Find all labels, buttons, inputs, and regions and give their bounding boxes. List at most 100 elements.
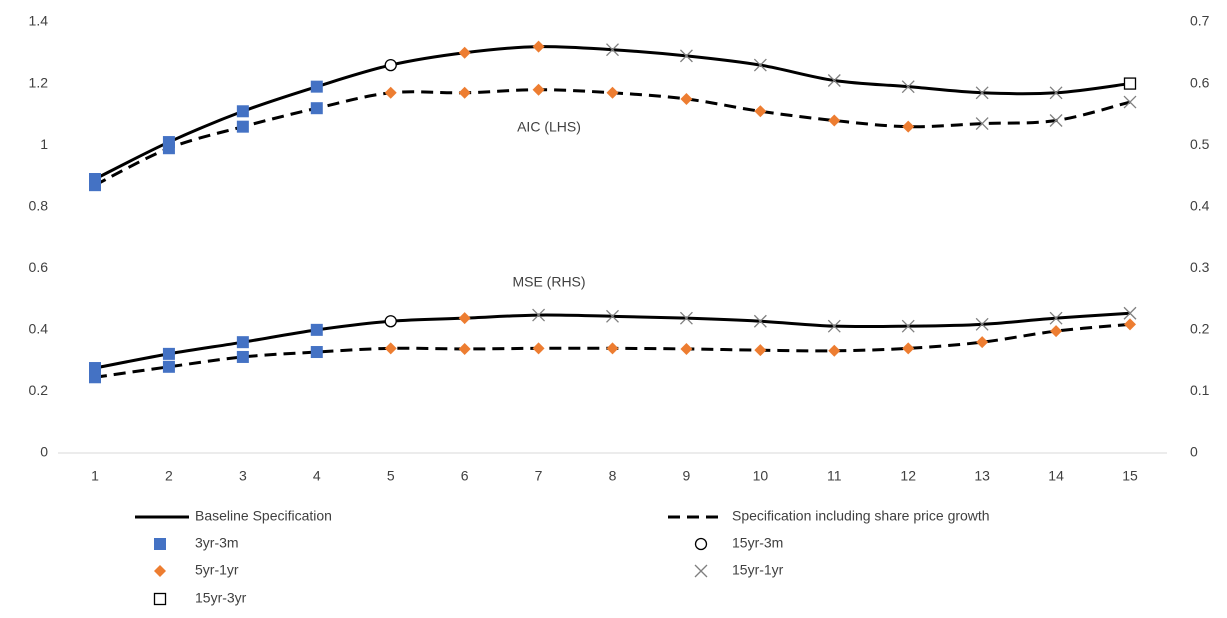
marker xyxy=(754,105,767,118)
marker xyxy=(384,342,397,355)
x-tick-label: 11 xyxy=(827,468,842,484)
annotation: MSE (RHS) xyxy=(512,274,585,290)
x-tick-label: 14 xyxy=(1048,468,1064,484)
marker xyxy=(902,342,915,355)
marker xyxy=(606,309,619,323)
marker xyxy=(753,314,767,328)
marker xyxy=(89,362,101,375)
marker xyxy=(606,43,619,57)
y2-tick-label: 0.4 xyxy=(1190,197,1210,213)
marker xyxy=(458,342,471,355)
x-tick-label: 6 xyxy=(461,468,469,484)
legend-label: 15yr-3yr xyxy=(195,590,247,606)
marker xyxy=(753,58,767,72)
legend-swatch xyxy=(153,592,167,606)
x-tick-label: 4 xyxy=(313,468,321,484)
y2-tick-label: 0.7 xyxy=(1190,13,1210,29)
x-tick-label: 7 xyxy=(535,468,543,484)
marker xyxy=(1049,311,1063,325)
legend-item: Specification including share price grow… xyxy=(668,508,990,524)
marker xyxy=(89,371,101,384)
marker xyxy=(901,80,915,94)
y-tick-label: 0.8 xyxy=(29,197,49,213)
y2-tick-label: 0.2 xyxy=(1190,321,1210,337)
legend-label: 3yr-3m xyxy=(195,535,239,551)
marker xyxy=(236,120,249,133)
marker xyxy=(89,179,101,192)
y2-tick-label: 0.6 xyxy=(1190,74,1210,90)
marker xyxy=(1123,95,1137,109)
marker xyxy=(532,308,546,322)
marker xyxy=(384,86,397,99)
marker xyxy=(532,40,545,53)
series-line xyxy=(94,88,1131,187)
marker xyxy=(162,142,175,155)
marker xyxy=(901,319,915,333)
legend-item: 5yr-1yr xyxy=(154,562,239,578)
marker xyxy=(679,311,693,325)
marker xyxy=(754,344,767,357)
y-tick-label: 1.2 xyxy=(29,74,49,90)
x-tick-label: 2 xyxy=(165,468,173,484)
marker xyxy=(1123,306,1137,320)
legend-label: 15yr-1yr xyxy=(732,562,784,578)
marker xyxy=(679,49,693,63)
marker xyxy=(310,80,323,93)
marker xyxy=(162,360,175,373)
marker xyxy=(310,346,323,359)
x-tick-label: 10 xyxy=(753,468,769,484)
marker xyxy=(458,312,471,325)
x-tick-label: 12 xyxy=(900,468,916,484)
marker xyxy=(1123,77,1137,90)
marker xyxy=(236,105,249,118)
legend-label: 5yr-1yr xyxy=(195,562,239,578)
legend-swatch xyxy=(154,565,166,577)
annotation: AIC (LHS) xyxy=(517,119,581,135)
y2-tick-label: 0.1 xyxy=(1190,382,1210,398)
marker xyxy=(1049,86,1063,100)
y-tick-label: 0 xyxy=(40,444,48,460)
marker xyxy=(827,319,841,333)
y2-tick-label: 0.5 xyxy=(1190,136,1210,152)
y-tick-label: 0.4 xyxy=(29,321,49,337)
marker xyxy=(162,347,175,360)
marker xyxy=(1050,325,1063,338)
legend-swatch xyxy=(694,564,708,578)
marker xyxy=(975,117,989,131)
series-line xyxy=(94,311,1131,370)
marker xyxy=(606,342,619,355)
marker xyxy=(1049,114,1063,127)
marker xyxy=(827,74,841,87)
x-tick-label: 13 xyxy=(974,468,990,484)
x-tick-label: 3 xyxy=(239,468,247,484)
marker xyxy=(458,86,471,99)
x-tick-label: 15 xyxy=(1122,468,1138,484)
y-tick-label: 0.6 xyxy=(29,259,49,275)
marker xyxy=(975,86,989,100)
marker xyxy=(384,58,397,72)
legend-label: Specification including share price grow… xyxy=(732,508,990,524)
legend-label: Baseline Specification xyxy=(195,508,332,524)
marker xyxy=(828,344,841,357)
marker xyxy=(532,342,545,355)
marker xyxy=(976,336,989,349)
marker xyxy=(1124,318,1136,331)
legend-item: 3yr-3m xyxy=(154,535,239,551)
legend-item: Baseline Specification xyxy=(135,508,332,524)
legend-swatch xyxy=(154,538,166,550)
y-tick-label: 1.4 xyxy=(29,13,49,29)
marker xyxy=(310,323,323,336)
y-tick-label: 0.2 xyxy=(29,382,49,398)
marker xyxy=(902,120,915,133)
x-tick-label: 9 xyxy=(683,468,691,484)
marker xyxy=(458,46,471,59)
y-tick-label: 1 xyxy=(40,136,48,152)
marker xyxy=(236,350,249,363)
legend-item: 15yr-3yr xyxy=(153,590,247,606)
legend-label: 15yr-3m xyxy=(732,535,783,551)
x-tick-label: 8 xyxy=(609,468,617,484)
marker xyxy=(310,102,323,115)
marker xyxy=(606,86,619,99)
marker xyxy=(384,315,397,328)
